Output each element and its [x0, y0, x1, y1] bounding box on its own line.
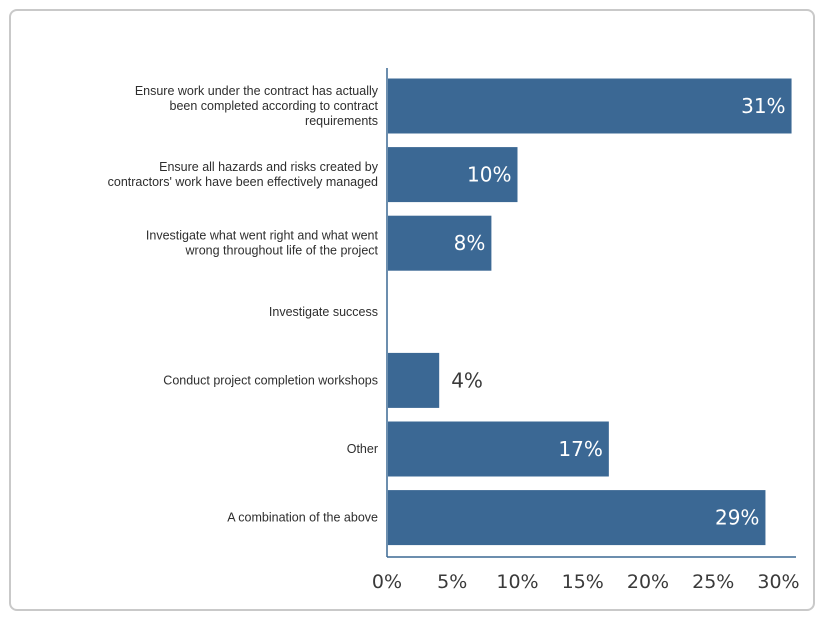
- category-label-5: Other: [347, 442, 378, 456]
- x-tick-label-0: 0%: [372, 571, 402, 593]
- bar-6: [388, 490, 766, 546]
- x-tick-label-2: 10%: [496, 571, 538, 593]
- data-label-6: 29%: [715, 506, 759, 530]
- data-label-2: 8%: [454, 231, 486, 255]
- data-label-4: 4%: [451, 368, 483, 392]
- category-label-3: Investigate success: [269, 305, 378, 319]
- data-label-5: 17%: [558, 437, 602, 461]
- bars-group: [388, 78, 792, 546]
- x-tick-label-5: 25%: [692, 571, 734, 593]
- x-tick-label-3: 15%: [562, 571, 604, 593]
- category-label-2: Investigate what went right and what wen…: [146, 229, 379, 258]
- bar-2: [388, 215, 492, 271]
- category-label-4: Conduct project completion workshops: [163, 373, 378, 387]
- x-ticks-group: 0% 5% 10% 15% 20% 25% 30%: [372, 571, 800, 593]
- category-label-1: Ensure all hazards and risks created by c…: [108, 160, 379, 189]
- x-tick-label-6: 30%: [757, 571, 799, 593]
- data-label-0: 31%: [741, 94, 785, 118]
- bar-1: [388, 147, 518, 203]
- category-labels-group: Ensure work under the contract has actua…: [108, 84, 379, 525]
- category-label-6: A combination of the above: [227, 511, 378, 525]
- x-tick-label-4: 20%: [627, 571, 669, 593]
- bar-0: [388, 78, 792, 134]
- data-label-1: 10%: [467, 163, 511, 187]
- bar-5: [388, 421, 609, 477]
- x-tick-label-1: 5%: [437, 571, 467, 593]
- category-label-0: Ensure work under the contract has actua…: [135, 84, 379, 128]
- value-labels-group: 31% 10% 8% 4% 17% 29%: [451, 94, 785, 530]
- bar-4: [388, 352, 440, 408]
